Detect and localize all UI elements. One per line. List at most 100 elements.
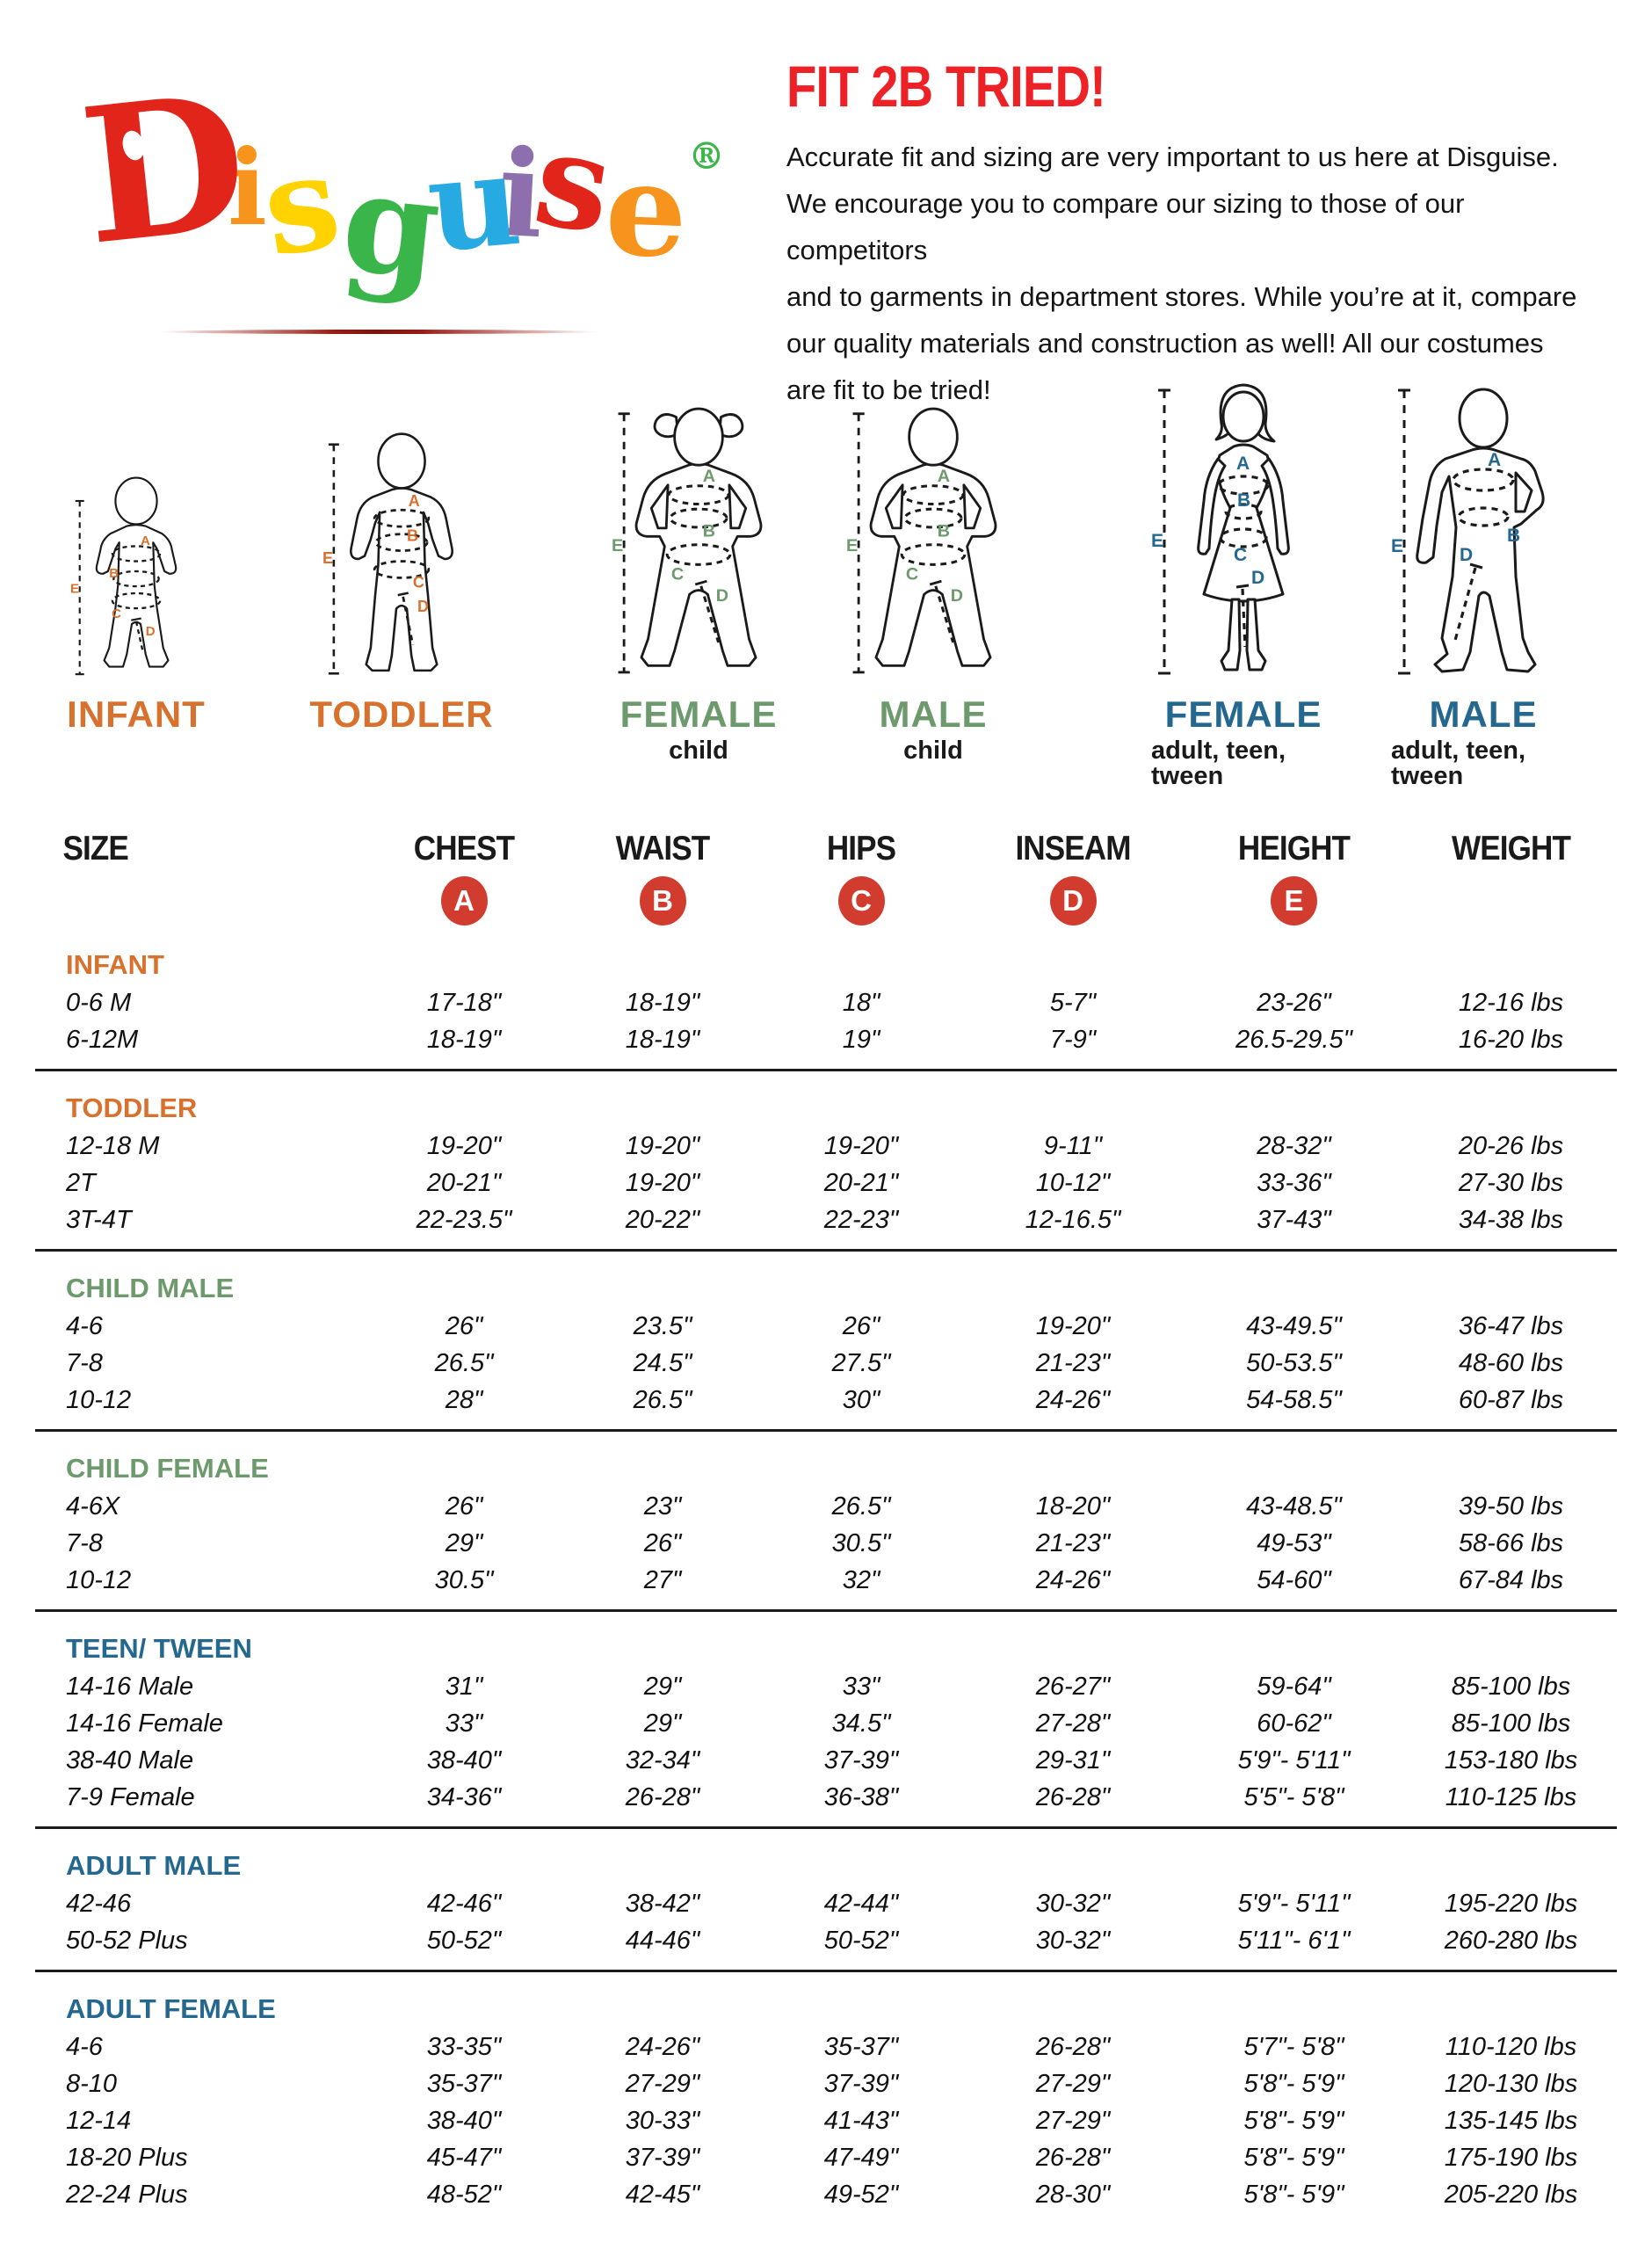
size-cell: 37-39" bbox=[625, 2143, 700, 2172]
size-row: 38-40 Male 38-40" 32-34" 37-39" 29-31" 5'9"- … bbox=[35, 1742, 1617, 1779]
size-cell: 33-36" bbox=[1257, 1168, 1331, 1197]
size-cell: 12-18 M bbox=[66, 1131, 160, 1160]
figure-female-adult: A B C D E FEMALE adult, teen, tween bbox=[1151, 376, 1336, 789]
figure-sublabel-male-child: child bbox=[903, 737, 963, 765]
size-cell: 35-37" bbox=[823, 2032, 899, 2061]
size-row: 0-6 M 17-18" 18-19" 18" 5-7" 23-26" 12-16 lbs bbox=[35, 984, 1617, 1021]
section-divider bbox=[35, 1249, 1617, 1252]
size-cell: 21-23" bbox=[1035, 1348, 1111, 1377]
svg-text:A: A bbox=[409, 492, 420, 510]
figure-female-child: A B C D E FEMALE child bbox=[606, 376, 791, 764]
size-cell: 5-7" bbox=[1049, 988, 1097, 1017]
size-cell: 28-32" bbox=[1257, 1131, 1331, 1160]
size-cell: 12-16 lbs bbox=[1458, 988, 1564, 1017]
size-cell: 19-20" bbox=[625, 1131, 700, 1160]
measure-badge-d: D bbox=[1049, 876, 1097, 925]
logo-letter-4: g bbox=[335, 140, 448, 311]
size-cell: 42-45" bbox=[625, 2180, 700, 2209]
size-cell: 24-26" bbox=[1035, 1385, 1111, 1414]
measurement-figures: A B C D E INFANT A B C D E TODDLER A B C D E FEMALE child A… bbox=[0, 376, 1652, 789]
size-cell: 3T-4T bbox=[66, 1205, 132, 1234]
size-cell: 33" bbox=[842, 1672, 880, 1701]
size-row: 4-6X 26" 23" 26.5" 18-20" 43-48.5" 39-50 lbs bbox=[35, 1488, 1617, 1525]
size-cell: 29" bbox=[445, 1528, 483, 1557]
svg-text:A: A bbox=[1236, 454, 1250, 474]
size-cell: 16-20 lbs bbox=[1458, 1025, 1564, 1054]
size-cell: 5'7"- 5'8" bbox=[1243, 2032, 1344, 2061]
svg-text:E: E bbox=[322, 549, 333, 567]
size-cell: 30-33" bbox=[625, 2106, 700, 2135]
size-cell: 37-43" bbox=[1257, 1205, 1331, 1234]
size-cell: 4-6X bbox=[66, 1492, 120, 1521]
size-cell: 20-21" bbox=[426, 1168, 502, 1197]
measure-badge-b: B bbox=[639, 876, 686, 925]
size-row: 7-8 29" 26" 30.5" 21-23" 49-53" 58-66 lbs bbox=[35, 1525, 1617, 1562]
table-header-row: SIZE CHEST WAIST HIPS INSEAM HEIGHT WEIG… bbox=[35, 824, 1617, 874]
size-cell: 26" bbox=[643, 1528, 682, 1557]
size-cell: 22-24 Plus bbox=[66, 2180, 188, 2209]
section-divider bbox=[35, 1069, 1617, 1071]
svg-text:D: D bbox=[1460, 545, 1473, 565]
size-cell: 10-12 bbox=[66, 1385, 132, 1414]
size-cell: 26.5-29.5" bbox=[1235, 1025, 1352, 1054]
logo-letter-1: D bbox=[72, 52, 257, 287]
logo-letter-2: i bbox=[228, 127, 267, 249]
size-cell: 22-23.5" bbox=[416, 1205, 512, 1234]
size-cell: 37-39" bbox=[823, 1746, 899, 1775]
figure-label-female-child: FEMALE bbox=[620, 693, 778, 735]
size-cell: 5'8"- 5'9" bbox=[1243, 2143, 1344, 2172]
size-cell: 42-46" bbox=[426, 1889, 502, 1918]
size-cell: 54-58.5" bbox=[1246, 1385, 1342, 1414]
size-cell: 205-220 lbs bbox=[1444, 2180, 1578, 2209]
size-cell: 17-18" bbox=[426, 988, 502, 1017]
size-cell: 50-52" bbox=[823, 1926, 899, 1955]
size-cell: 18-19" bbox=[426, 1025, 502, 1054]
size-cell: 48-60 lbs bbox=[1458, 1348, 1564, 1377]
size-cell: 5'8"- 5'9" bbox=[1243, 2180, 1344, 2209]
size-cell: 42-46 bbox=[66, 1889, 132, 1918]
registered-trademark-icon: ® bbox=[688, 134, 725, 178]
size-row: 14-16 Female 33" 29" 34.5" 27-28" 60-62" 85-10… bbox=[35, 1705, 1617, 1742]
size-cell: 85-100 lbs bbox=[1451, 1672, 1571, 1701]
figure-toddler: A B C D E TODDLER bbox=[309, 376, 494, 733]
section-header-adult-male: ADULT MALE bbox=[66, 1850, 242, 1881]
section-header-toddler: TODDLER bbox=[66, 1092, 198, 1123]
svg-text:E: E bbox=[1391, 536, 1403, 556]
size-cell: 37-39" bbox=[823, 2069, 899, 2098]
size-cell: 39-50 lbs bbox=[1458, 1492, 1564, 1521]
size-row: 10-12 28" 26.5" 30" 24-26" 54-58.5" 60-87 lbs bbox=[35, 1382, 1617, 1419]
column-header-inseam: INSEAM bbox=[1015, 830, 1131, 867]
section-header-child-male: CHILD MALE bbox=[66, 1273, 235, 1303]
size-cell: 14-16 Female bbox=[66, 1709, 223, 1738]
size-cell: 32-34" bbox=[625, 1746, 700, 1775]
male-adult-figure-art: A B D E bbox=[1391, 388, 1545, 675]
intro-block: FIT 2B TRIED! Accurate fit and sizing ar… bbox=[786, 53, 1604, 413]
size-cell: 50-52" bbox=[426, 1926, 502, 1955]
svg-text:A: A bbox=[141, 533, 150, 548]
size-row: 6-12M 18-19" 18-19" 19" 7-9" 26.5-29.5" 16-20 … bbox=[35, 1021, 1617, 1058]
female-child-silhouette: A B C D E bbox=[612, 376, 786, 686]
size-cell: 5'9"- 5'11" bbox=[1237, 1889, 1351, 1918]
male-adult-silhouette: A B D E bbox=[1391, 376, 1576, 686]
size-cell: 44-46" bbox=[625, 1926, 700, 1955]
size-cell: 43-48.5" bbox=[1246, 1492, 1342, 1521]
size-cell: 5'8"- 5'9" bbox=[1243, 2106, 1344, 2135]
size-row: 14-16 Male 31" 29" 33" 26-27" 59-64" 85-100 lb… bbox=[35, 1668, 1617, 1705]
size-cell: 14-16 Male bbox=[66, 1672, 194, 1701]
size-cell: 12-14 bbox=[66, 2106, 132, 2135]
section-divider bbox=[35, 1826, 1617, 1829]
size-cell: 47-49" bbox=[823, 2143, 899, 2172]
svg-text:C: C bbox=[906, 564, 918, 584]
figure-male-child: A B C D E MALE child bbox=[841, 376, 1025, 764]
size-cell: 7-8 bbox=[66, 1348, 103, 1377]
intro-paragraph: Accurate fit and sizing are very importa… bbox=[786, 134, 1604, 413]
logo-letter-3: s bbox=[252, 123, 350, 287]
figure-label-male-adult: MALE bbox=[1429, 693, 1538, 735]
size-cell: 26-28" bbox=[625, 1782, 700, 1811]
size-cell: 29" bbox=[643, 1709, 682, 1738]
measure-badge-c: C bbox=[837, 876, 885, 925]
size-cell: 19-20" bbox=[426, 1131, 502, 1160]
size-cell: 28" bbox=[445, 1385, 483, 1414]
size-cell: 26-28" bbox=[1035, 1782, 1111, 1811]
